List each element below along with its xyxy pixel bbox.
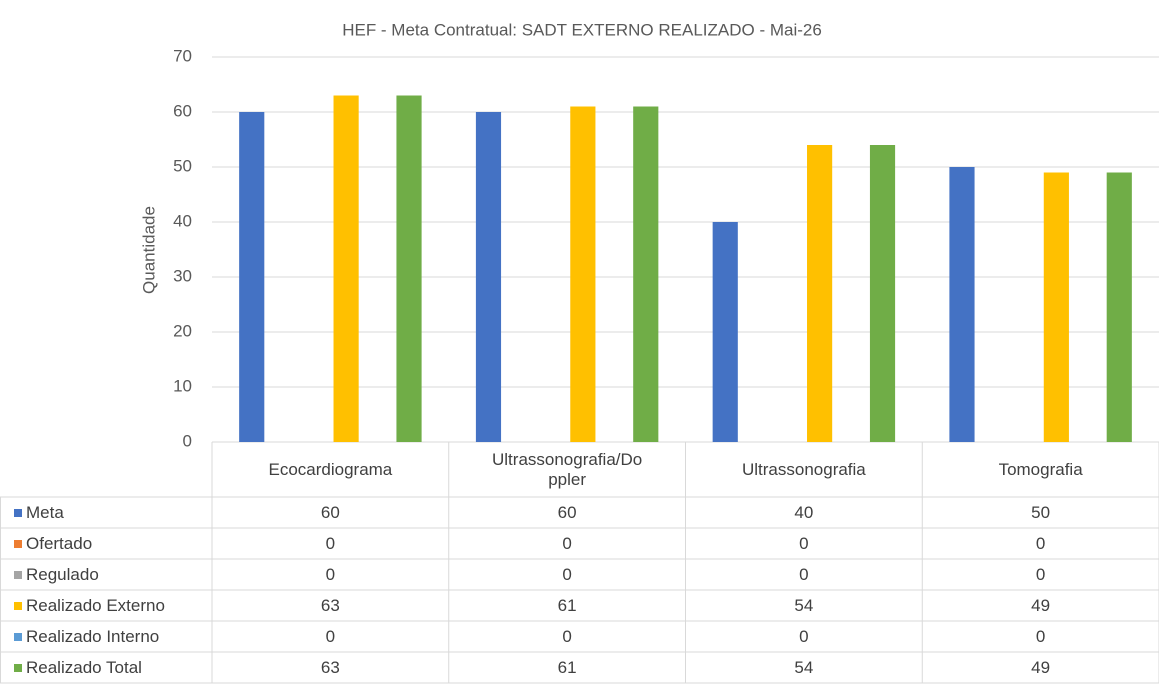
table-value: 61 xyxy=(557,657,577,677)
table-value: 0 xyxy=(325,533,336,553)
y-axis-title: Quantidade xyxy=(139,206,158,294)
legend-label: Realizado Externo xyxy=(26,595,165,615)
legend-label: Realizado Total xyxy=(26,657,142,677)
legend-swatch xyxy=(14,601,22,610)
table-value: 0 xyxy=(1035,564,1046,584)
category-label: Ultrassonografia xyxy=(741,459,866,479)
y-tick-label: 70 xyxy=(173,46,192,65)
legend-entry: Realizado Interno xyxy=(0,621,212,652)
legend-swatch xyxy=(14,663,22,672)
table-value: 63 xyxy=(320,657,340,677)
category-label: Tomografia xyxy=(998,459,1083,479)
legend-swatch xyxy=(14,632,22,641)
bar xyxy=(1043,172,1069,442)
bar xyxy=(475,112,502,442)
y-tick-label: 10 xyxy=(173,376,192,395)
bar xyxy=(570,106,596,442)
table-value: 49 xyxy=(1031,595,1051,615)
table-value: 0 xyxy=(1035,626,1046,646)
legend-entry: Realizado Externo xyxy=(0,590,212,621)
category-label: Ultrassonografia/Doppler xyxy=(492,449,643,489)
legend-entry: Ofertado xyxy=(0,528,212,559)
legend-label: Realizado Interno xyxy=(26,626,160,646)
table-value: 60 xyxy=(320,502,340,522)
y-tick-label: 0 xyxy=(183,431,192,450)
y-tick-label: 40 xyxy=(173,211,192,230)
table-value: 0 xyxy=(799,564,809,584)
legend-entry: Regulado xyxy=(0,559,212,590)
table-value: 0 xyxy=(562,533,572,553)
bar xyxy=(633,106,659,442)
table-value: 0 xyxy=(325,626,336,646)
table-value: 0 xyxy=(799,533,809,553)
category-label: Ecocardiograma xyxy=(268,459,393,479)
table-value: 0 xyxy=(325,564,336,584)
table-value: 50 xyxy=(1031,502,1051,522)
table-value: 0 xyxy=(1035,533,1046,553)
bar xyxy=(1106,172,1132,442)
legend-swatch xyxy=(14,570,22,579)
legend-label: Regulado xyxy=(26,564,99,584)
bar xyxy=(396,95,422,442)
bar xyxy=(333,95,359,442)
table-value: 49 xyxy=(1031,657,1051,677)
legend-label: Meta xyxy=(26,502,64,522)
table-value: 60 xyxy=(557,502,577,522)
bar xyxy=(949,167,975,442)
table-value: 0 xyxy=(562,626,572,646)
legend-swatch xyxy=(14,539,22,548)
bar xyxy=(239,112,265,442)
legend-entry: Realizado Total xyxy=(0,652,212,683)
bar xyxy=(807,145,833,442)
y-tick-label: 30 xyxy=(173,266,192,285)
table-value: 0 xyxy=(799,626,809,646)
y-tick-label: 50 xyxy=(173,156,192,175)
table-value: 40 xyxy=(794,502,814,522)
table-value: 0 xyxy=(562,564,572,584)
y-tick-label: 20 xyxy=(173,321,192,340)
chart-title: HEF - Meta Contratual: SADT EXTERNO REAL… xyxy=(342,20,822,39)
legend-swatch xyxy=(14,508,22,517)
table-value: 54 xyxy=(794,657,814,677)
table-value: 54 xyxy=(794,595,814,615)
table-value: 61 xyxy=(557,595,577,615)
legend-label: Ofertado xyxy=(26,533,93,553)
legend-entry: Meta xyxy=(0,497,212,528)
bar xyxy=(712,222,738,442)
bar xyxy=(869,145,896,442)
table-value: 63 xyxy=(320,595,340,615)
y-tick-label: 60 xyxy=(173,101,192,120)
